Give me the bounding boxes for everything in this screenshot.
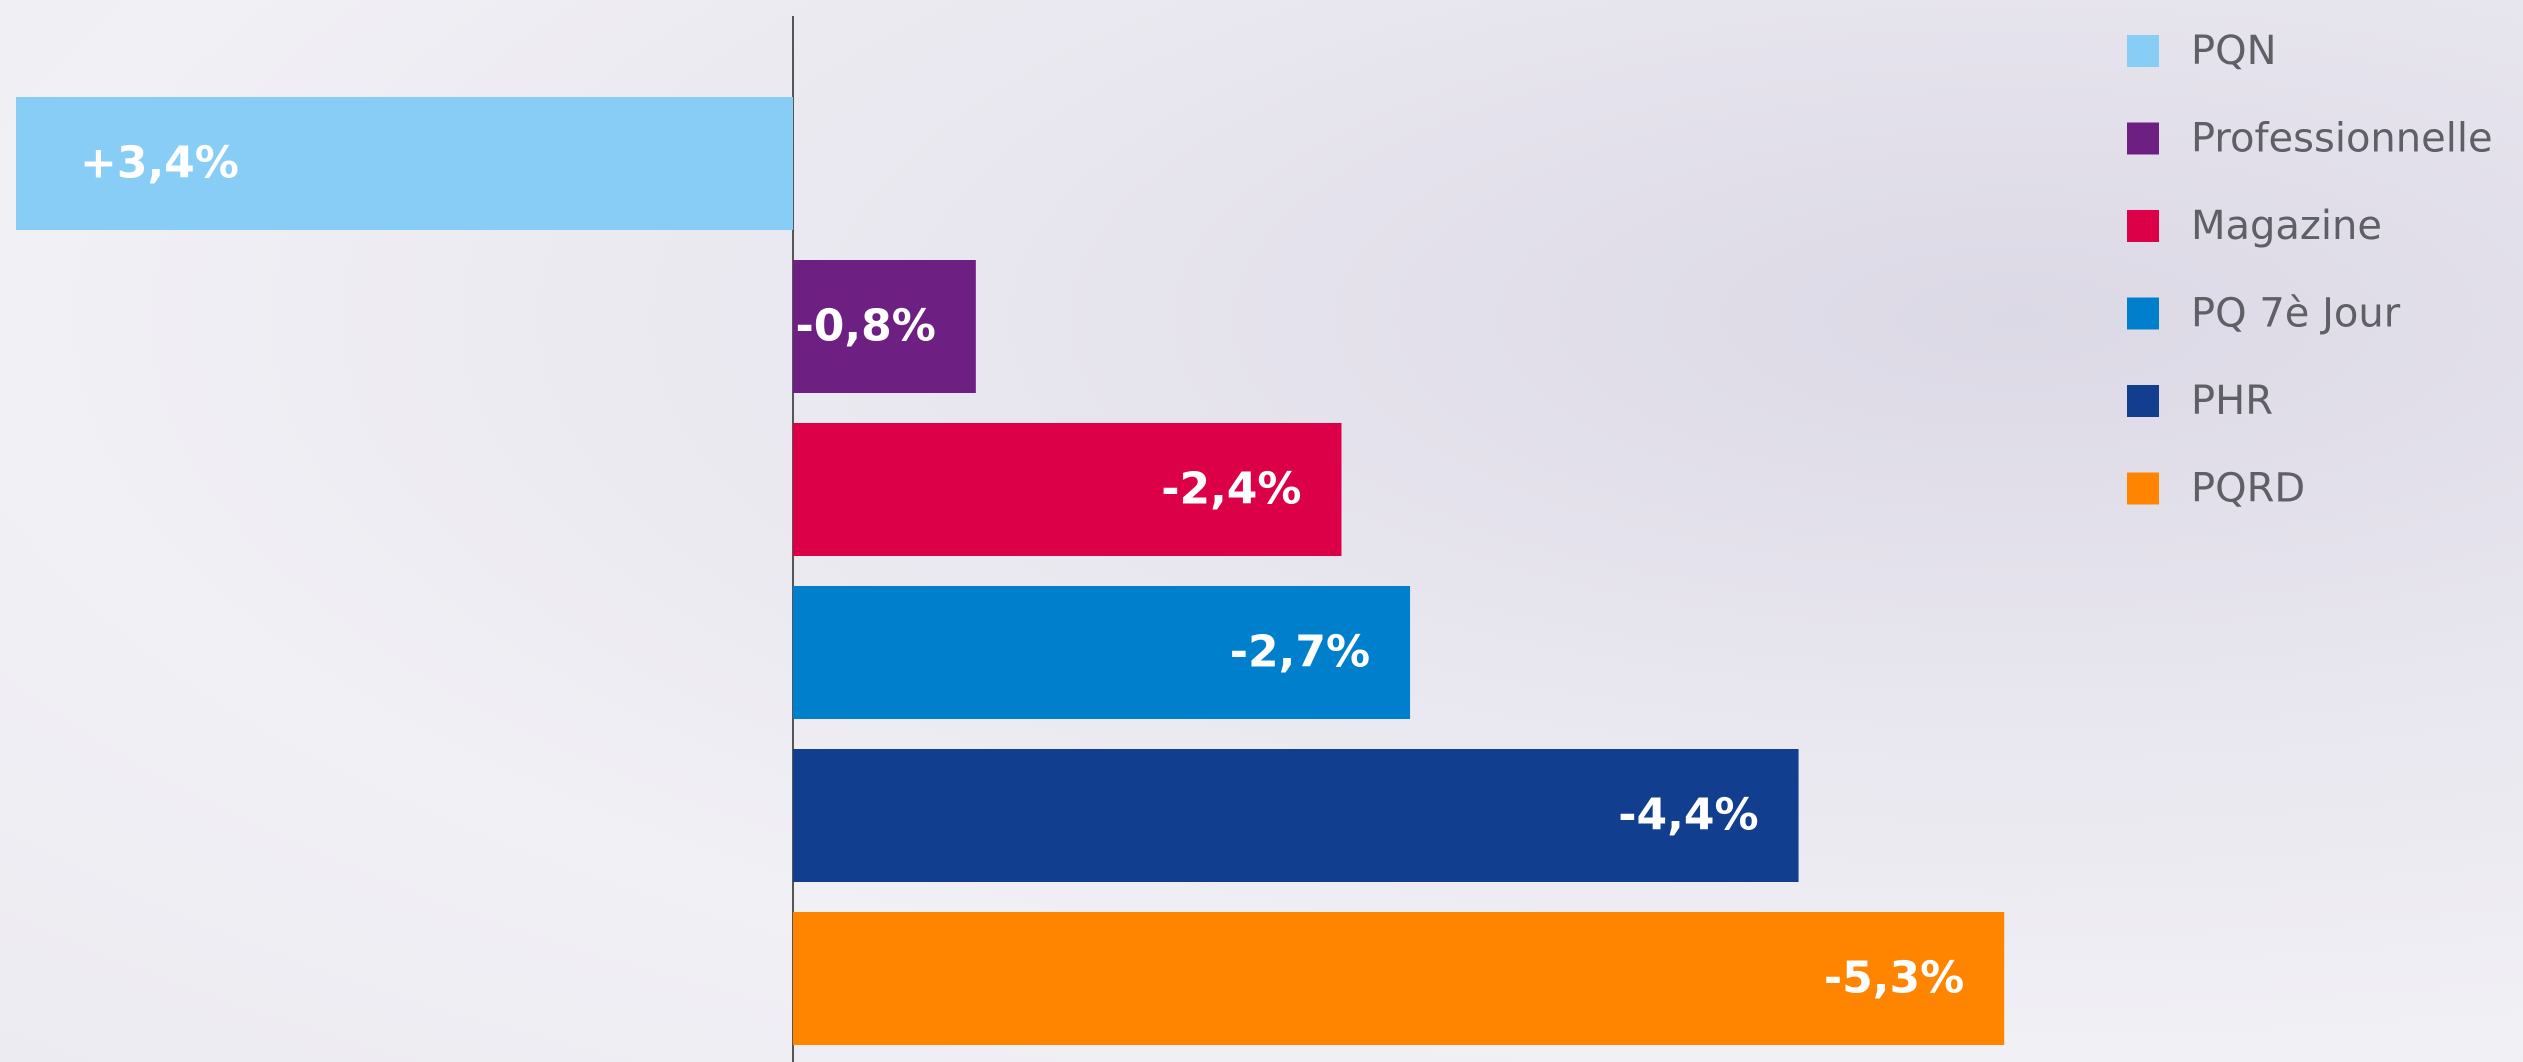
chart: +3,4% -0,8% -2,4% -2,7% -4,4% -5,3% PQN Profess… <box>0 0 2523 1062</box>
legend-swatch <box>2127 385 2159 417</box>
legend-label: PHR <box>2191 378 2273 424</box>
legend-swatch <box>2127 298 2159 330</box>
legend-label: Magazine <box>2191 203 2382 249</box>
legend-swatch <box>2127 473 2159 505</box>
legend-swatch <box>2127 210 2159 242</box>
legend-label: PQRD <box>2191 466 2305 512</box>
legend-label: PQ 7è Jour <box>2191 291 2401 337</box>
value-label: -4,4% <box>1618 790 1758 841</box>
value-label: -2,7% <box>1230 627 1370 678</box>
value-label: -2,4% <box>1161 464 1301 515</box>
legend-swatch <box>2127 123 2159 155</box>
legend-label: Professionnelle <box>2191 116 2493 162</box>
bar <box>793 912 2004 1045</box>
value-label: +3,4% <box>80 138 239 189</box>
legend-label: PQN <box>2191 28 2277 74</box>
page: +3,4% -0,8% -2,4% -2,7% -4,4% -5,3% PQN Profess… <box>0 0 2523 1062</box>
legend-swatch <box>2127 35 2159 67</box>
value-label: -5,3% <box>1824 953 1964 1004</box>
value-label: -0,8% <box>796 301 936 352</box>
